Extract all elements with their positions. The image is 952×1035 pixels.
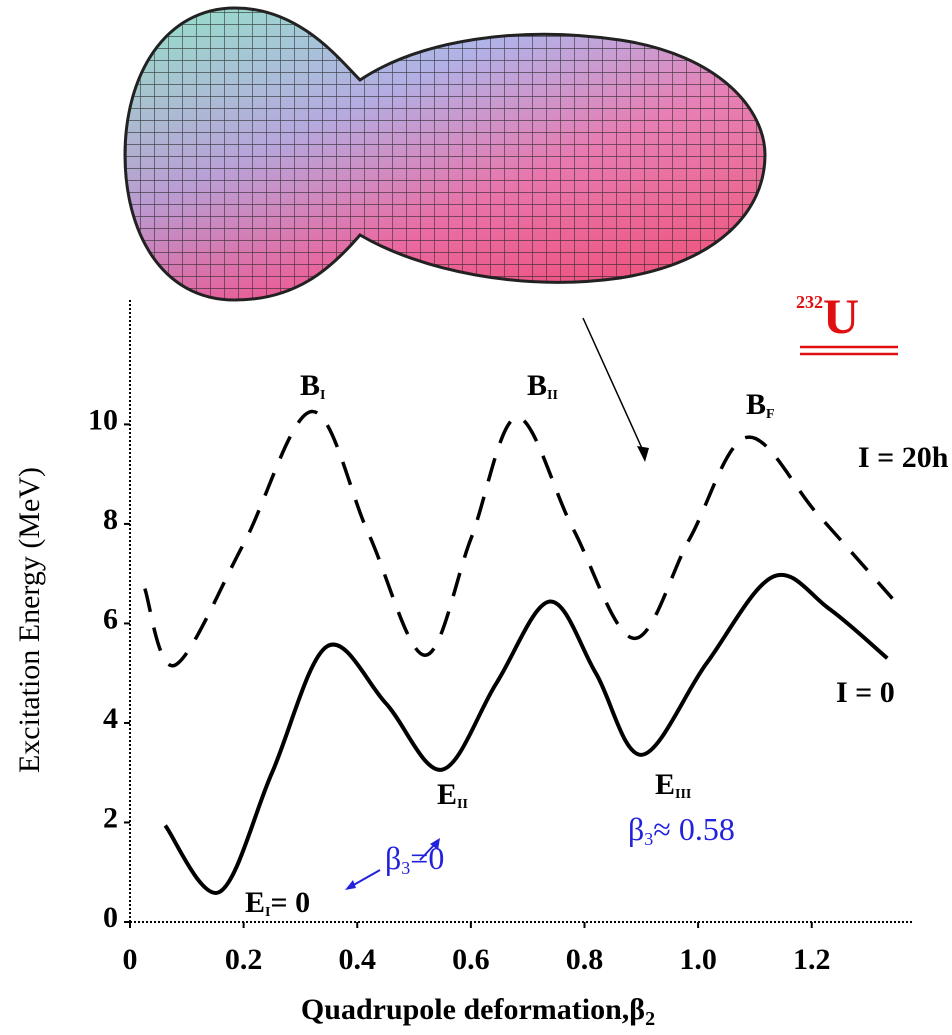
annotation-rest: = 0 xyxy=(270,886,310,919)
nucleus-shape xyxy=(125,8,765,300)
annotation-sub: F xyxy=(766,407,775,422)
nucleus-outline xyxy=(123,6,767,302)
y-tick-label: 4 xyxy=(103,702,118,735)
annotation-sub: 3 xyxy=(401,858,410,878)
blue-arrow xyxy=(349,869,381,888)
annotation-sub: III xyxy=(675,787,691,802)
annotation: BII xyxy=(527,369,558,403)
arrow-head xyxy=(637,446,649,462)
annotation: EIII xyxy=(655,768,691,802)
x-axis-label-text: Quadrupole deformation,β xyxy=(301,993,645,1026)
annotation-main: E xyxy=(655,768,675,801)
annotation-main: E xyxy=(437,778,457,811)
annotation: BI xyxy=(300,369,325,403)
annotation-sub: 3 xyxy=(644,829,653,849)
y-tick-label: 2 xyxy=(103,801,118,834)
annotation-sub: I xyxy=(320,388,325,403)
x-tick-label: 0 xyxy=(123,943,138,976)
annotation-main: β xyxy=(385,840,401,876)
series-line xyxy=(143,409,894,668)
y-tick-label: 6 xyxy=(103,602,118,635)
annotation-sub: II xyxy=(547,388,558,403)
x-tick-label: 0.6 xyxy=(452,943,490,976)
x-axis-label: Quadrupole deformation,β2 xyxy=(301,993,655,1030)
x-tick-label: 0.4 xyxy=(338,943,376,976)
annotation: β3=0 xyxy=(385,840,444,878)
series-line xyxy=(163,572,889,895)
x-axis-label-sub: 2 xyxy=(645,1008,655,1030)
isotope-label: 232U xyxy=(796,288,859,344)
annotation: EII xyxy=(437,778,468,812)
y-tick-label: 0 xyxy=(103,901,118,934)
annotation-sub: II xyxy=(457,797,468,812)
isotope-symbol: U xyxy=(823,288,859,344)
legend-label: I = 20h xyxy=(858,441,949,474)
x-tick-label: 1.0 xyxy=(679,943,717,976)
isotope-mass: 232 xyxy=(796,292,823,312)
x-tick-label: 0.8 xyxy=(566,943,604,976)
y-tick-label: 10 xyxy=(88,403,118,436)
annotation-rest: =0 xyxy=(410,840,444,876)
y-axis-label: Excitation Energy (MeV) xyxy=(13,467,46,773)
annotation-main: β xyxy=(628,811,644,847)
annotation: BF xyxy=(746,388,775,422)
annotation-main: B xyxy=(527,369,547,402)
annotation: β3≈ 0.58 xyxy=(628,811,735,849)
annotation: EI= 0 xyxy=(245,886,310,920)
legend-label: I = 0 xyxy=(836,676,895,709)
x-tick-label: 1.2 xyxy=(793,943,831,976)
annotation-main: B xyxy=(746,388,766,421)
x-tick-label: 0.2 xyxy=(225,943,263,976)
arrow-head xyxy=(430,838,440,850)
annotation-rest: ≈ 0.58 xyxy=(653,811,735,847)
arrow-head xyxy=(345,880,356,890)
annotation-main: E xyxy=(245,886,265,919)
annotation-sub: I xyxy=(265,905,270,920)
pointer-arrow xyxy=(582,317,646,456)
annotation-main: B xyxy=(300,369,320,402)
y-tick-label: 8 xyxy=(103,503,118,536)
